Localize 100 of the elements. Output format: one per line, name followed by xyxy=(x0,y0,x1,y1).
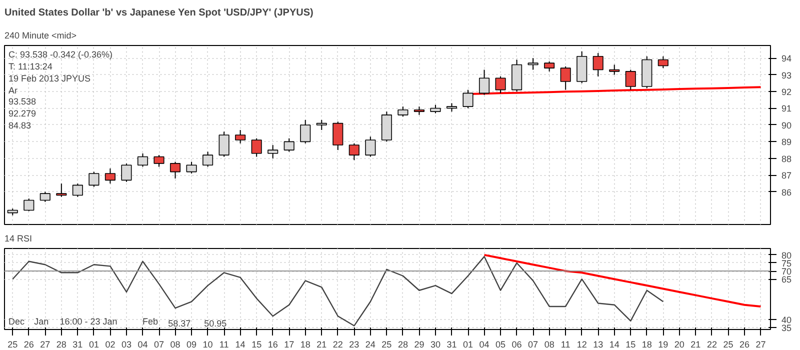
candlestick xyxy=(202,151,214,168)
x-tick-label: 26 xyxy=(739,340,750,350)
x-tick-label: 25 xyxy=(382,340,392,350)
x-tick-label: 07 xyxy=(154,340,164,350)
x-tick-label: 07 xyxy=(528,340,538,350)
candlestick xyxy=(218,131,230,158)
candlestick xyxy=(56,183,67,198)
x-tick-label: 31 xyxy=(446,340,457,350)
x-tick-label: 01 xyxy=(463,340,474,350)
candlestick xyxy=(495,76,506,94)
candlestick xyxy=(72,183,83,198)
x-tick-label: 13 xyxy=(593,340,604,350)
x-tick-label: 15 xyxy=(626,340,636,350)
x-tick-label: 22 xyxy=(332,340,343,350)
x-tick-label: 20 xyxy=(674,340,684,350)
x-tick-label: 14 xyxy=(235,340,246,350)
candlestick xyxy=(137,152,148,168)
x-tick-label: 21 xyxy=(690,340,701,350)
x-tick-label: 03 xyxy=(121,340,132,350)
y-tick-label: 75 xyxy=(782,258,792,268)
x-tick-label: 24 xyxy=(365,340,376,350)
candlestick xyxy=(251,138,262,158)
y-tick-label: 87 xyxy=(782,170,792,181)
x-tick-label: 04 xyxy=(479,340,490,350)
annotation: 84.83 xyxy=(8,120,32,130)
x-tick-label: 25 xyxy=(8,340,18,350)
candlestick xyxy=(609,64,620,76)
y-tick-label: 65 xyxy=(782,274,792,285)
x-tick-label: 11 xyxy=(219,340,229,350)
annotation: Jan xyxy=(34,316,49,326)
candlestick xyxy=(316,119,327,130)
x-tick-label: 10 xyxy=(202,340,213,350)
candlestick xyxy=(40,191,50,202)
x-tick-label: 05 xyxy=(496,340,506,350)
candlestick xyxy=(268,144,278,159)
candlestick xyxy=(332,121,344,151)
annotation: C: 93.538 -0.342 (-0.36%) xyxy=(8,50,113,60)
x-tick-label: 17 xyxy=(284,340,294,350)
y-tick-label: 70 xyxy=(782,266,792,277)
candlestick xyxy=(88,171,100,188)
candlestick xyxy=(592,52,604,77)
candlestick xyxy=(398,106,408,118)
annotation: Dec xyxy=(8,316,26,326)
x-tick-label: 16 xyxy=(268,340,278,350)
candlestick xyxy=(544,60,555,72)
y-tick-label: 40 xyxy=(782,314,792,325)
x-tick-label: 29 xyxy=(414,340,424,350)
candlestick xyxy=(462,89,474,109)
y-tick-label: 90 xyxy=(782,120,792,130)
annotation: T: 11:13:24 xyxy=(8,62,52,72)
candlestick xyxy=(528,58,538,70)
y-tick-label: 91 xyxy=(782,104,792,114)
x-tick-label: 02 xyxy=(105,340,116,350)
candlestick xyxy=(284,138,294,152)
candlestick xyxy=(104,168,116,184)
y-tick-label: 86 xyxy=(782,187,792,198)
x-tick-label: 27 xyxy=(756,340,766,350)
chart-title: United States Dollar 'b' vs Japanese Yen Spot 'USD/JPY' (JPYUS) xyxy=(4,8,314,18)
x-tick-label: 23 xyxy=(349,340,360,350)
x-tick-label: 30 xyxy=(430,340,440,350)
annotation: Ar xyxy=(8,86,18,96)
x-tick-label: 11 xyxy=(560,340,570,350)
annotation: Feb xyxy=(142,316,158,326)
x-tick-label: 31 xyxy=(72,340,83,350)
annotation: 93.538 xyxy=(8,96,36,106)
x-tick-label: 28 xyxy=(56,340,66,350)
candlestick xyxy=(348,142,360,161)
candlestick xyxy=(300,119,311,144)
x-tick-label: 15 xyxy=(252,340,262,350)
y-tick-label: 94 xyxy=(782,54,792,64)
x-tick-label: 26 xyxy=(24,340,34,350)
x-tick-label: 21 xyxy=(316,340,327,350)
annotation: 58.37 xyxy=(168,318,191,328)
y-tick-label: 35 xyxy=(782,322,792,333)
x-tick-label: 09 xyxy=(186,340,197,350)
candlestick xyxy=(365,136,376,158)
candlestick xyxy=(154,154,164,168)
chart-subtitle: 240 Minute <mid> xyxy=(4,30,77,40)
candlestick xyxy=(121,162,132,182)
x-tick-label: 04 xyxy=(138,340,148,350)
y-tick-label: 80 xyxy=(782,250,792,260)
x-tick-label: 01 xyxy=(88,340,99,350)
x-tick-label: 12 xyxy=(576,340,587,350)
y-tick-label: 88 xyxy=(782,154,792,164)
x-tick-label: 22 xyxy=(706,340,717,350)
x-tick-label: 18 xyxy=(642,340,652,350)
chart-title: 14 RSI xyxy=(4,234,32,244)
candlestick xyxy=(170,161,181,179)
x-tick-label: 08 xyxy=(170,340,180,350)
x-tick-label: 27 xyxy=(40,340,50,350)
x-tick-label: 28 xyxy=(398,340,408,350)
x-tick-label: 18 xyxy=(300,340,310,350)
x-tick-label: 08 xyxy=(544,340,554,350)
x-tick-label: 14 xyxy=(609,340,620,350)
annotation: 92.279 xyxy=(8,108,36,118)
candlestick xyxy=(625,69,636,90)
x-tick-label: 19 xyxy=(658,340,668,350)
x-tick-label: 25 xyxy=(723,340,734,350)
candlestick xyxy=(658,56,668,69)
annotation: 50.95 xyxy=(204,318,227,328)
